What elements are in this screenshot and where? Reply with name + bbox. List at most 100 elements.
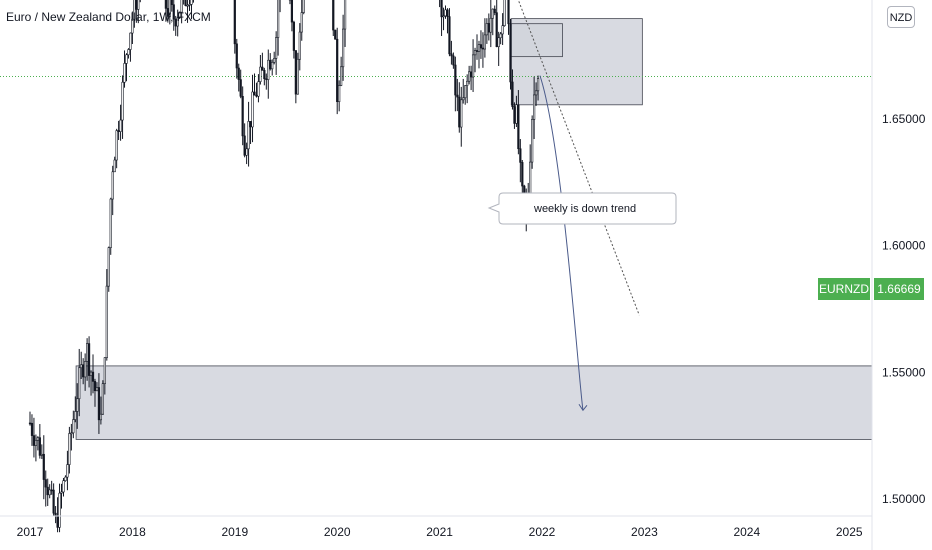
price-axis[interactable]: 1.500001.550001.600001.650001.700001.750… <box>882 0 926 506</box>
candle-body <box>66 464 69 478</box>
candle-body <box>36 437 39 441</box>
candle-body <box>531 119 534 163</box>
candle-body <box>511 81 514 107</box>
candle-body <box>259 66 262 82</box>
candle-body <box>164 0 167 9</box>
candle-body <box>481 47 485 50</box>
candle-body <box>82 364 85 378</box>
candle-body <box>174 18 177 27</box>
candle-body <box>34 439 38 446</box>
candle-body <box>294 50 297 95</box>
candle-body <box>495 12 498 48</box>
candle-body <box>113 159 116 173</box>
candle-body <box>176 17 179 27</box>
candle-body <box>529 161 532 194</box>
symbol-price-tag: EURNZD <box>818 278 870 300</box>
time-tick-label: 2017 <box>17 525 44 539</box>
candle-body <box>127 49 130 56</box>
candle-body <box>62 480 65 493</box>
candle-body <box>172 4 175 20</box>
candle-body <box>42 453 45 480</box>
time-axis[interactable]: 2017 2018 2019 2020 2021 2022 2023 2024 2025 <box>17 525 863 539</box>
candle-body <box>332 0 335 31</box>
time-tick-label: 2018 <box>119 525 146 539</box>
candle-body <box>271 62 274 70</box>
candle-body <box>80 364 83 369</box>
candle-body <box>117 130 120 132</box>
candle-body <box>135 0 138 10</box>
candle-body <box>536 78 540 92</box>
candle-body <box>257 81 260 97</box>
candle-body <box>491 8 494 19</box>
zone-support-zone <box>75 365 873 440</box>
price-tick-label: 1.60000 <box>882 239 926 253</box>
candle-body <box>265 78 268 81</box>
candle-body <box>247 121 250 150</box>
candle-body <box>513 106 516 124</box>
currency-button[interactable]: NZD <box>887 6 915 28</box>
time-tick-label: 2020 <box>324 525 351 539</box>
callout: weekly is down trend <box>487 192 677 225</box>
candle-body <box>292 21 295 51</box>
candle-body <box>239 79 242 97</box>
candle-body <box>188 4 191 6</box>
candle-body <box>440 0 443 18</box>
candle-body <box>343 0 347 30</box>
candle-body <box>40 453 43 456</box>
candle-body <box>507 0 510 25</box>
time-tick-label: 2023 <box>631 525 658 539</box>
candle-body <box>105 285 108 358</box>
candle-body <box>121 81 124 121</box>
candle-body <box>471 54 475 78</box>
candle-body <box>184 0 187 6</box>
candle-body <box>89 371 93 376</box>
candle-body <box>509 23 512 83</box>
candle-body <box>275 37 278 59</box>
candle-body <box>48 489 51 496</box>
candle-body <box>519 148 522 163</box>
candle-body <box>340 66 343 86</box>
candle-body <box>342 28 345 68</box>
candle-body <box>95 387 99 392</box>
candle-body <box>466 80 469 86</box>
candle-body <box>125 54 128 64</box>
last-price-tag: 1.66669 <box>874 278 924 300</box>
candle-body <box>499 33 502 39</box>
candle-body <box>487 23 490 33</box>
candle-body <box>44 479 47 488</box>
candle-body <box>473 50 477 56</box>
candle-body <box>123 63 126 83</box>
candle-body <box>131 18 134 34</box>
candle-body <box>489 17 492 33</box>
candle-body <box>87 343 91 376</box>
candle-body <box>245 148 248 156</box>
candle-body <box>485 23 488 36</box>
candle-body <box>60 491 63 494</box>
candle-body <box>99 413 102 421</box>
candle-body <box>241 96 244 137</box>
candle-body <box>28 422 32 425</box>
candle-body <box>255 94 258 97</box>
candle-body <box>462 97 465 101</box>
candle-body <box>464 85 467 99</box>
candle-body <box>166 8 169 17</box>
candle-body <box>76 398 79 412</box>
candle-body <box>78 367 81 400</box>
candle-body <box>477 44 481 52</box>
candle-body <box>298 31 301 60</box>
candle-body <box>497 37 500 48</box>
candle-body <box>338 85 341 103</box>
candle-body <box>97 387 101 421</box>
candle-body <box>233 0 236 45</box>
candle-body <box>493 8 496 13</box>
candle-body <box>30 422 34 436</box>
candle-body <box>533 94 536 120</box>
candle-body <box>129 32 132 50</box>
price-tick-label: 1.55000 <box>882 365 926 379</box>
callout-text: weekly is down trend <box>533 203 636 215</box>
candle-body <box>115 130 118 161</box>
chart-title: Euro / New Zealand Dollar, 1W, FXCM <box>6 10 211 24</box>
candle-body <box>452 55 455 66</box>
candle-body <box>251 91 254 128</box>
